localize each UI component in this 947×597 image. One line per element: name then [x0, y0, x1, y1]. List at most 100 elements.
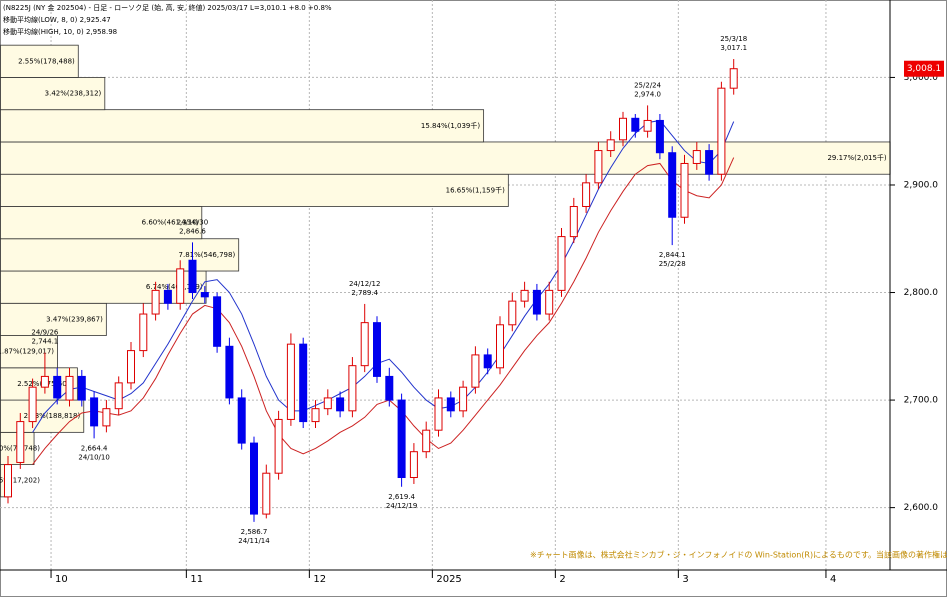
- x-tick-label: 2: [559, 574, 565, 585]
- profile-label: 7.81%(546,798): [179, 251, 236, 259]
- candle-body: [619, 117, 627, 141]
- candle-body: [705, 150, 714, 175]
- candle-body: [496, 324, 504, 369]
- annotation-price: 2,664.4: [81, 444, 108, 452]
- candle-body: [360, 322, 369, 367]
- candle-body: [655, 119, 664, 154]
- y-tick-label: 2,900.0: [904, 180, 939, 190]
- x-tick-label: 3: [682, 574, 688, 585]
- candle-body: [299, 343, 308, 423]
- candle-body: [286, 343, 295, 420]
- candle-body: [102, 408, 111, 427]
- candle-body: [643, 119, 652, 132]
- annotation-date: 24/11/14: [238, 537, 270, 545]
- candle-body: [225, 345, 234, 399]
- profile-label: 1.87%(129,017): [0, 348, 54, 356]
- profile-label: 0.25%(17,202): [0, 477, 40, 485]
- profile-bar: [0, 206, 203, 240]
- y-tick-label: 2,700.0: [904, 396, 939, 406]
- candle-body: [397, 399, 406, 479]
- annotation-price: 3,017.1: [720, 44, 747, 52]
- candle-body: [53, 375, 62, 399]
- candle-body: [114, 382, 123, 410]
- candle-body: [680, 162, 689, 218]
- candle-body: [459, 386, 468, 412]
- candle-body: [213, 296, 222, 347]
- footnote: ※チャート画像は、株式会社ミンカブ・ジ・インフォノイドの Win-Station…: [530, 550, 947, 560]
- candle-body: [336, 397, 345, 412]
- annotation-date: 24/12/12: [349, 280, 380, 288]
- candle-body: [717, 87, 726, 175]
- candle-body: [545, 289, 554, 315]
- y-tick-label: 2,800.0: [904, 288, 939, 298]
- y-tick-label: 3,000.0: [904, 73, 939, 83]
- candle-body: [373, 322, 381, 377]
- profile-label: 2.55%(178,488): [18, 57, 75, 65]
- profile-bar: [0, 141, 891, 175]
- x-tick-label: 11: [190, 574, 203, 585]
- profile-bar: [0, 77, 106, 111]
- annotation-date: 25/2/28: [659, 260, 686, 268]
- candle-body: [348, 365, 357, 412]
- candle-body: [582, 182, 591, 207]
- candle-body: [176, 268, 185, 304]
- moving-average-line: [32, 119, 735, 433]
- x-tick-label: 12: [313, 574, 326, 585]
- candle-body: [139, 313, 148, 352]
- candle-body: [446, 397, 455, 412]
- y-tick-label: 2,600.0: [904, 503, 939, 513]
- candle-body: [90, 397, 99, 427]
- legend-entry: 移動平均線(LOW, 8, 0) 2,925.47: [3, 15, 111, 24]
- candle-body: [151, 289, 160, 315]
- candle-body: [409, 451, 418, 479]
- candle-body: [483, 354, 492, 369]
- x-tick-label: 2025: [436, 574, 461, 585]
- annotation-price: 2,974.0: [634, 90, 661, 98]
- profile-bar: [0, 367, 78, 401]
- annotation-date: 24/10/10: [78, 453, 109, 461]
- annotation-date: 25/3/18: [720, 35, 747, 43]
- annotation-price: 2,789.4: [351, 289, 378, 297]
- candle-body: [65, 375, 74, 401]
- profile-label: 15.84%(1,039千): [421, 121, 480, 130]
- plot-area: 2,600.0 2,700.0 2,800.0 2,900.0 3,000.0 10 11 1…: [0, 0, 938, 585]
- annotation-date: 25/2/24: [634, 81, 662, 89]
- candle-body: [594, 150, 603, 184]
- candle-body: [569, 205, 578, 238]
- candle-body: [323, 397, 332, 410]
- candle-body: [631, 117, 640, 132]
- annotation-date: 24/12/19: [386, 502, 417, 510]
- last-price-label: 3,008.1: [907, 64, 941, 74]
- candle-body: [532, 289, 541, 315]
- candle-body: [16, 421, 25, 463]
- profile-bar: [0, 109, 485, 143]
- candle-body: [274, 418, 283, 474]
- profile-label: 6.74%(469,179): [146, 283, 203, 291]
- profile-label: 6.60%(461,334): [142, 219, 199, 227]
- profile-bar: [0, 238, 240, 272]
- moving-average-line: [32, 157, 735, 465]
- profile-bar: [0, 44, 79, 78]
- candle-body: [508, 300, 517, 326]
- candle-body: [606, 139, 615, 152]
- candle-body: [311, 408, 320, 423]
- annotation-price: 2,586.7: [241, 528, 268, 536]
- annotation-price: 2,844.1: [659, 251, 686, 259]
- profile-label: 29.17%(2,015千): [827, 153, 886, 162]
- candle-body: [520, 289, 529, 302]
- candle-body: [434, 397, 443, 431]
- candle-body: [471, 354, 480, 388]
- annotation-price: 2,744.1: [32, 338, 59, 346]
- annotation-price: 2,619.4: [388, 493, 415, 501]
- annotation-date: 24/9/26: [31, 329, 59, 337]
- candle-body: [385, 375, 394, 401]
- candle-body: [188, 259, 197, 294]
- candle-body: [4, 464, 12, 498]
- profile-label: 16.65%(1,159千): [446, 185, 505, 194]
- candle-body: [262, 472, 271, 515]
- x-tick-label: 4: [830, 574, 836, 585]
- last-price-tag: [904, 60, 944, 77]
- candle-body: [127, 350, 135, 384]
- candle-body: [250, 442, 258, 515]
